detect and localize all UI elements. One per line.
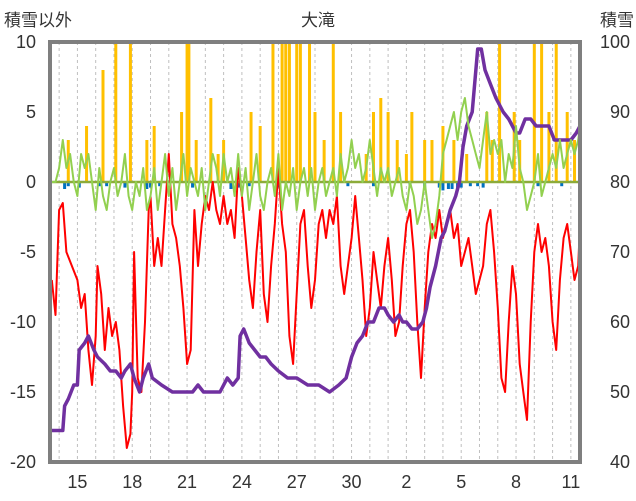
precip-bar — [216, 154, 220, 182]
plot-frame — [48, 40, 582, 464]
precip-bar — [280, 42, 284, 182]
diff-bar — [481, 182, 485, 188]
diff-bar — [346, 182, 350, 187]
precip-bar — [258, 126, 262, 182]
precip-bar — [452, 140, 456, 182]
x-tick-label: 8 — [511, 472, 521, 492]
x-tick-label: 21 — [177, 472, 197, 492]
precip-bar — [547, 112, 551, 182]
precip-bar — [371, 112, 375, 182]
y-tick-label-left: -10 — [10, 312, 36, 332]
precip-bar — [295, 42, 299, 182]
x-tick-label: 11 — [562, 472, 581, 492]
diff-bar — [247, 182, 251, 187]
precip-bar — [308, 42, 312, 182]
precip-bar — [430, 140, 434, 182]
diff-bar — [63, 182, 67, 189]
precip-bar — [490, 140, 494, 182]
precip-bar — [554, 42, 558, 182]
precip-bar — [573, 140, 577, 182]
x-tick-label: 27 — [287, 472, 307, 492]
precip-bar — [498, 42, 502, 182]
y-tick-label-right: 60 — [610, 312, 630, 332]
diff-bar — [145, 182, 149, 189]
precip-bar — [152, 126, 156, 182]
precip-bar — [331, 42, 335, 182]
precip-bar — [379, 98, 383, 182]
precip-bar — [114, 42, 118, 182]
left-axis-title: 積雪以外 — [4, 11, 72, 30]
precip-bar — [313, 112, 317, 182]
y-tick-label-left: -20 — [10, 452, 36, 472]
precip-bar — [423, 140, 427, 182]
precip-bar — [386, 112, 390, 182]
y-tick-label-right: 50 — [610, 382, 630, 402]
right-axis-title: 積雪 — [600, 11, 634, 30]
precip-bar — [145, 140, 149, 182]
x-tick-label: 18 — [122, 472, 142, 492]
series-line-other — [51, 97, 581, 239]
y-tick-label-left: 0 — [26, 172, 36, 192]
y-tick-label-right: 70 — [610, 242, 630, 262]
y-tick-label-right: 80 — [610, 172, 630, 192]
y-tick-label-left: -5 — [20, 242, 36, 262]
precip-bar — [101, 70, 105, 182]
diff-bar — [105, 182, 109, 187]
precip-bar — [271, 42, 275, 182]
y-tick-label-right: 100 — [600, 32, 630, 52]
precip-bar — [287, 42, 291, 182]
x-tick-label: 30 — [342, 472, 362, 492]
diff-bar — [276, 182, 280, 188]
y-tick-label-left: -15 — [10, 382, 36, 402]
precip-bar — [298, 42, 302, 182]
precip-bar — [565, 112, 569, 182]
diff-bar — [446, 182, 450, 189]
precip-bar — [410, 112, 414, 182]
precip-bar — [85, 126, 89, 182]
precip-bar — [339, 112, 343, 182]
diff-bar — [560, 182, 564, 187]
diff-bar — [450, 182, 454, 189]
diff-bar — [66, 182, 70, 187]
x-tick-label: 5 — [456, 472, 466, 492]
diff-bar — [536, 182, 540, 187]
diff-bar — [441, 182, 445, 191]
x-tick-label: 2 — [401, 472, 411, 492]
precip-bar — [395, 140, 399, 182]
diff-bar — [459, 182, 463, 188]
precip-bar — [249, 112, 253, 182]
precip-bar — [128, 42, 132, 182]
x-tick-label: 24 — [232, 472, 252, 492]
precip-bar — [322, 140, 326, 182]
precip-bar — [465, 154, 469, 182]
precip-bar — [284, 42, 288, 182]
diff-bar — [191, 182, 195, 188]
precip-bar — [532, 42, 536, 182]
diff-bar — [97, 182, 101, 187]
diff-bar — [476, 182, 480, 187]
precip-bar — [404, 154, 408, 182]
precip-bar — [187, 42, 191, 182]
precip-bar — [180, 112, 184, 182]
diff-bar — [229, 182, 233, 189]
y-tick-label-right: 40 — [610, 452, 630, 472]
diff-bar — [371, 182, 375, 187]
precip-bar — [194, 140, 198, 182]
precip-bar — [540, 42, 544, 182]
precip-bar — [185, 42, 189, 182]
precip-bar — [485, 112, 489, 182]
y-tick-label-left: 5 — [26, 102, 36, 122]
precip-bar — [209, 98, 213, 182]
x-tick-label: 15 — [67, 472, 87, 492]
diff-bar — [158, 182, 162, 187]
diff-bar — [468, 182, 472, 187]
diff-bar — [149, 182, 153, 188]
series-line-snow-depth — [51, 47, 582, 433]
chart-title: 大滝 — [301, 11, 335, 30]
diff-bar — [123, 182, 127, 188]
y-tick-label-right: 90 — [610, 102, 630, 122]
y-tick-label-left: 10 — [16, 32, 36, 52]
